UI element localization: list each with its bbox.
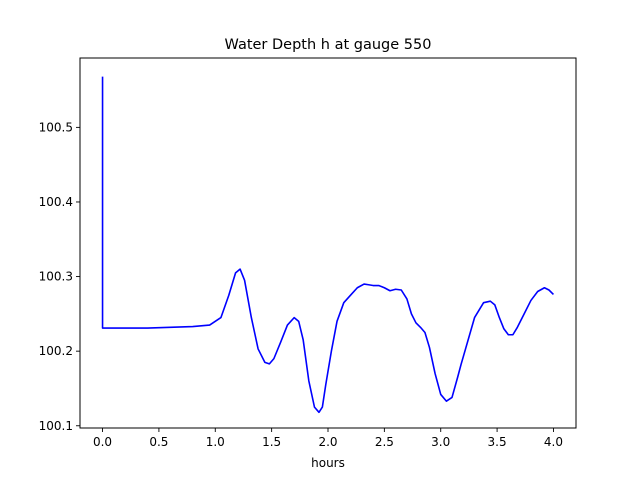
series-line: [101, 76, 555, 414]
y-tick-label: 100.3: [39, 270, 73, 284]
x-tick-label: 2.5: [375, 435, 394, 449]
y-tick-label: 100.1: [39, 419, 73, 433]
chart-title: Water Depth h at gauge 550: [225, 37, 432, 53]
y-axis: 100.1 100.2 100.3 100.4 100.5: [39, 120, 80, 433]
x-axis-label: hours: [311, 456, 345, 470]
y-tick-label: 100.5: [39, 120, 73, 134]
x-tick-label: 1.5: [262, 435, 281, 449]
x-tick-label: 2.0: [318, 435, 337, 449]
x-tick-label: 4.0: [544, 435, 563, 449]
y-tick-label: 100.2: [39, 344, 73, 358]
x-axis: 0.0 0.5 1.0 1.5 2.0 2.5 3.0 3.5 4.0: [93, 428, 563, 449]
y-tick-label: 100.4: [39, 195, 73, 209]
x-tick-label: 3.0: [431, 435, 450, 449]
x-tick-label: 0.5: [149, 435, 168, 449]
x-tick-label: 1.0: [206, 435, 225, 449]
plot-frame: [79, 57, 577, 429]
x-tick-label: 0.0: [93, 435, 112, 449]
x-tick-label: 3.5: [488, 435, 507, 449]
